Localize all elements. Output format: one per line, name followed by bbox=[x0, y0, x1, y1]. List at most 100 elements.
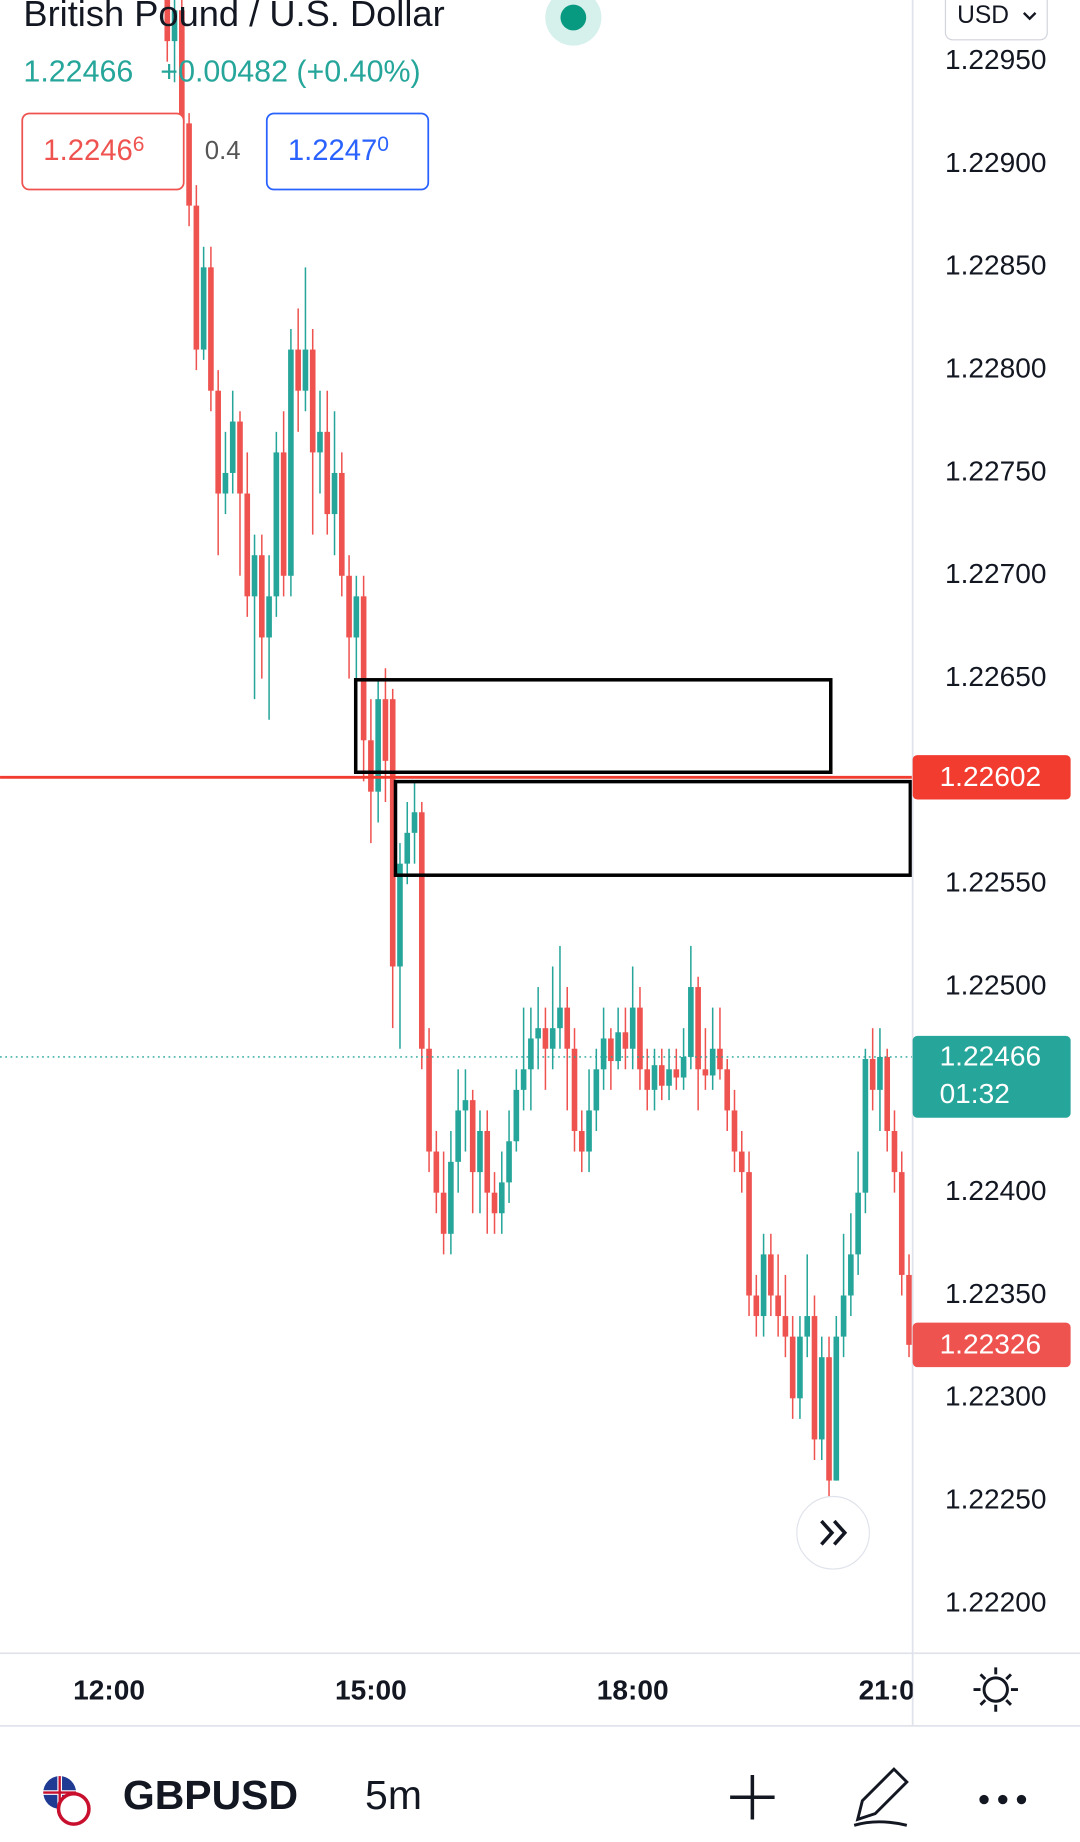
candle-body bbox=[651, 1065, 658, 1090]
candle-body bbox=[593, 1069, 600, 1111]
drawn-zone[interactable] bbox=[353, 678, 833, 774]
candle-body bbox=[280, 452, 287, 576]
candle-body bbox=[244, 493, 251, 597]
candle-body bbox=[193, 205, 200, 350]
candle-body bbox=[259, 555, 265, 638]
candle-body bbox=[237, 421, 243, 494]
price-label-box bbox=[912, 755, 1071, 800]
price-label: 1.22326 bbox=[940, 1328, 1042, 1359]
candle-body bbox=[673, 1069, 680, 1078]
y-tick-label: 1.22850 bbox=[945, 250, 1047, 281]
candle-body bbox=[411, 812, 418, 833]
price-label: 1.22466 bbox=[940, 1041, 1042, 1072]
candle-body bbox=[775, 1295, 781, 1317]
y-tick-label: 1.22900 bbox=[945, 147, 1047, 178]
candle-body bbox=[717, 1048, 723, 1070]
candle-body bbox=[251, 555, 258, 597]
candle-body bbox=[738, 1151, 745, 1173]
dropdown-icon bbox=[1022, 12, 1037, 21]
buy-button[interactable] bbox=[265, 112, 430, 191]
candle-body bbox=[498, 1182, 505, 1214]
drawn-zone[interactable] bbox=[393, 779, 913, 877]
candle-body bbox=[317, 431, 323, 453]
candle-body bbox=[768, 1254, 774, 1296]
candle-body bbox=[731, 1110, 738, 1152]
candle-body bbox=[578, 1130, 585, 1152]
candle-body bbox=[397, 863, 403, 967]
candle-body bbox=[811, 1316, 818, 1440]
candle-body bbox=[528, 1038, 534, 1070]
candle-body bbox=[491, 1192, 498, 1214]
x-tick-label: 15:00 bbox=[335, 1674, 407, 1705]
candle-body bbox=[564, 1007, 571, 1049]
candle-body bbox=[215, 390, 221, 494]
candle-body bbox=[324, 431, 331, 515]
y-tick-label: 1.22200 bbox=[945, 1586, 1047, 1617]
candle-body bbox=[680, 1056, 687, 1078]
candle-body bbox=[855, 1192, 861, 1255]
candle-body bbox=[688, 987, 694, 1057]
candle-body bbox=[520, 1069, 527, 1090]
candle-body bbox=[331, 472, 338, 515]
draw-icon[interactable] bbox=[853, 1767, 909, 1827]
plot-area bbox=[0, 0, 913, 1502]
ask-pip: 0 bbox=[377, 133, 389, 156]
y-axis: 1.22950 1.22900 1.22850 1.22800 1.22750 1.227… bbox=[945, 44, 1047, 1617]
candle-body bbox=[848, 1254, 854, 1296]
price-label: 1.22602 bbox=[940, 761, 1042, 792]
currency-button[interactable] bbox=[944, 0, 1048, 41]
y-tick-label: 1.22250 bbox=[945, 1484, 1047, 1515]
price-label-box bbox=[912, 1322, 1071, 1368]
candle-body bbox=[186, 123, 192, 206]
candle-body bbox=[622, 1032, 629, 1049]
y-tick-label: 1.22700 bbox=[945, 558, 1047, 589]
y-tick-label: 1.22950 bbox=[945, 44, 1047, 75]
candle-body bbox=[760, 1254, 767, 1317]
candle-body bbox=[789, 1336, 796, 1399]
candle-body bbox=[426, 1048, 432, 1152]
candle-body bbox=[477, 1130, 483, 1173]
candle-body bbox=[542, 1028, 549, 1049]
market-status-dot bbox=[560, 4, 587, 31]
candle-body bbox=[644, 1069, 651, 1090]
ask-main: 1.2247 bbox=[288, 135, 377, 167]
candle-body bbox=[709, 1048, 716, 1076]
candle-body bbox=[506, 1141, 512, 1183]
candle-body bbox=[753, 1295, 760, 1317]
candle-body bbox=[273, 452, 280, 597]
ask-price: 1.22470 bbox=[288, 133, 389, 167]
candle-body bbox=[724, 1069, 731, 1111]
candle-body bbox=[782, 1316, 789, 1337]
candle-body bbox=[338, 472, 345, 576]
price-countdown: 01:32 bbox=[940, 1078, 1010, 1109]
x-tick-label: 18:00 bbox=[597, 1674, 669, 1705]
y-tick-label: 1.22550 bbox=[945, 867, 1047, 898]
candle-body bbox=[368, 740, 374, 792]
candle-body bbox=[629, 1007, 636, 1049]
last-price: 1.22466 bbox=[23, 55, 133, 89]
candle-body bbox=[164, 0, 171, 42]
symbol[interactable]: GBPUSD bbox=[123, 1772, 298, 1818]
candle-body bbox=[884, 1056, 891, 1131]
spread: 0.4 bbox=[205, 137, 241, 165]
candle-body bbox=[179, 10, 185, 124]
candle-body bbox=[826, 1357, 832, 1481]
more-icon[interactable] bbox=[979, 1794, 1027, 1805]
candle-body bbox=[869, 1059, 876, 1090]
settings-icon[interactable] bbox=[973, 1667, 1018, 1712]
price-label-box bbox=[912, 1035, 1071, 1118]
candle-body bbox=[375, 699, 381, 792]
flag-icon bbox=[43, 1776, 91, 1826]
candle-body bbox=[637, 1007, 643, 1070]
candle-body bbox=[309, 349, 316, 453]
candle-body bbox=[513, 1089, 520, 1142]
sell-button[interactable] bbox=[21, 112, 185, 191]
interval[interactable]: 5m bbox=[365, 1772, 422, 1818]
candle-body bbox=[462, 1100, 469, 1111]
symbol-title: British Pound / U.S. Dollar bbox=[23, 0, 444, 34]
add-icon[interactable] bbox=[730, 1774, 775, 1820]
candle-body bbox=[171, 10, 178, 42]
candle-body bbox=[906, 1274, 912, 1345]
